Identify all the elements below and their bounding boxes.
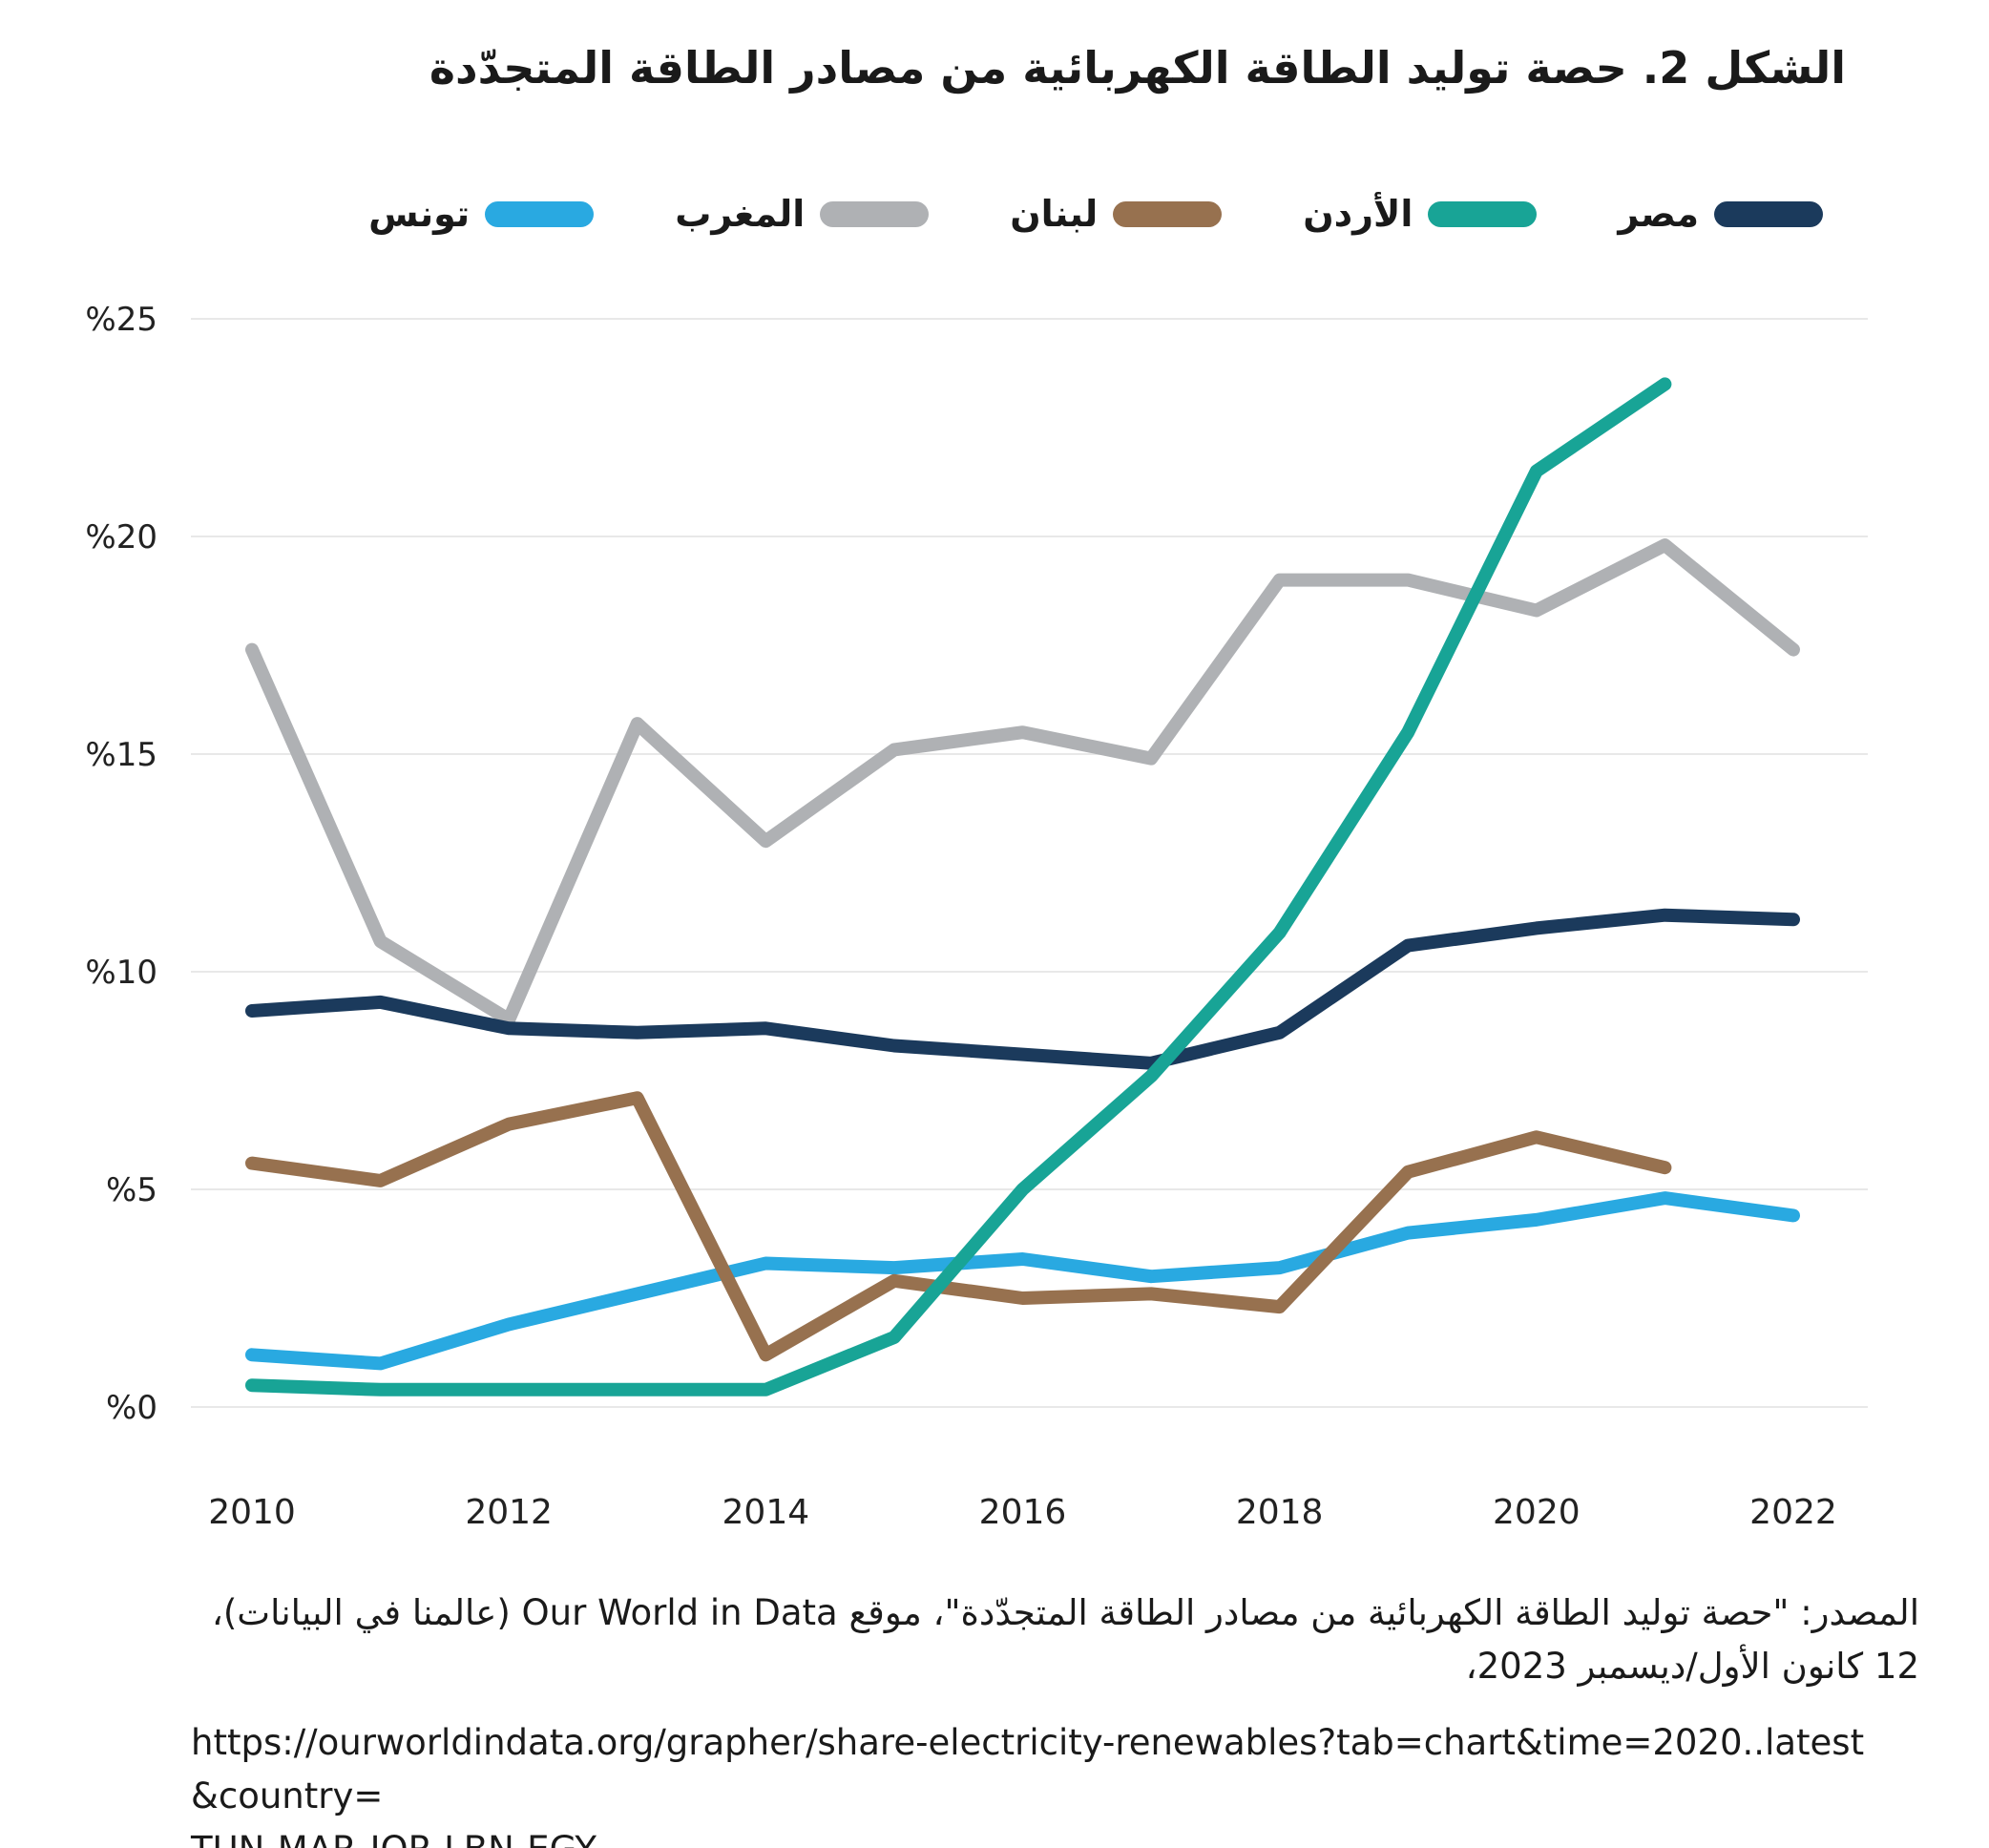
- figure-title: الشكل 2. حصة توليد الطاقة الكهربائية من …: [429, 42, 1846, 94]
- y-tick-label-15: %15: [85, 736, 157, 774]
- legend-label-lebanon: لبنان: [1010, 193, 1099, 235]
- source-note: المصدر: "حصة توليد الطاقة الكهربائية من …: [143, 1586, 1919, 1693]
- y-tick-label-0: %0: [106, 1389, 157, 1427]
- legend-label-morocco: المغرب: [675, 193, 806, 235]
- legend-label-egypt: مصر: [1618, 193, 1699, 235]
- line-jordan: [245, 377, 1672, 1396]
- source-url: https://ourworldindata.org/grapher/share…: [191, 1716, 1874, 1848]
- x-tick-label-2018: 2018: [1236, 1493, 1324, 1532]
- line-tunisia: [245, 1191, 1800, 1371]
- source-url-line-2: TUN-MAR-JOR-LBN-EGY: [191, 1823, 1874, 1848]
- y-tick-label-25: %25: [85, 301, 157, 339]
- source-url-line-1: https://ourworldindata.org/grapher/share…: [191, 1722, 1865, 1816]
- legend-item-egypt: مصر: [1618, 193, 1823, 235]
- legend-item-lebanon: لبنان: [1010, 193, 1223, 235]
- y-tick-label-20: %20: [85, 518, 157, 556]
- line-morocco: [245, 538, 1800, 1027]
- legend-swatch-lebanon: [1113, 200, 1223, 227]
- x-tick-label-2012: 2012: [465, 1493, 553, 1532]
- source-line-2: 12 كانون الأول/ديسمبر 2023،: [1465, 1646, 1919, 1687]
- x-tick-label-2020: 2020: [1493, 1493, 1581, 1532]
- legend-label-tunisia: تونس: [368, 193, 471, 235]
- x-tick-label-2016: 2016: [979, 1493, 1067, 1532]
- source-line-1: المصدر: "حصة توليد الطاقة الكهربائية من …: [211, 1592, 1919, 1633]
- y-tick-label-10: %10: [85, 954, 157, 992]
- legend-swatch-jordan: [1428, 200, 1538, 227]
- line-lebanon: [245, 1091, 1672, 1362]
- x-tick-label-2014: 2014: [722, 1493, 810, 1532]
- line-egypt: [245, 908, 1800, 1070]
- chart-legend: مصر الأردن لبنان المغرب تونس: [368, 193, 1823, 235]
- legend-item-jordan: الأردن: [1303, 193, 1538, 235]
- x-tick-label-2010: 2010: [208, 1493, 296, 1532]
- legend-item-morocco: المغرب: [675, 193, 930, 235]
- legend-swatch-morocco: [820, 200, 930, 227]
- legend-label-jordan: الأردن: [1303, 193, 1413, 235]
- x-tick-label-2022: 2022: [1749, 1493, 1837, 1532]
- legend-swatch-tunisia: [485, 200, 595, 227]
- legend-item-tunisia: تونس: [368, 193, 595, 235]
- legend-swatch-egypt: [1714, 200, 1823, 227]
- y-tick-label-5: %5: [106, 1171, 157, 1209]
